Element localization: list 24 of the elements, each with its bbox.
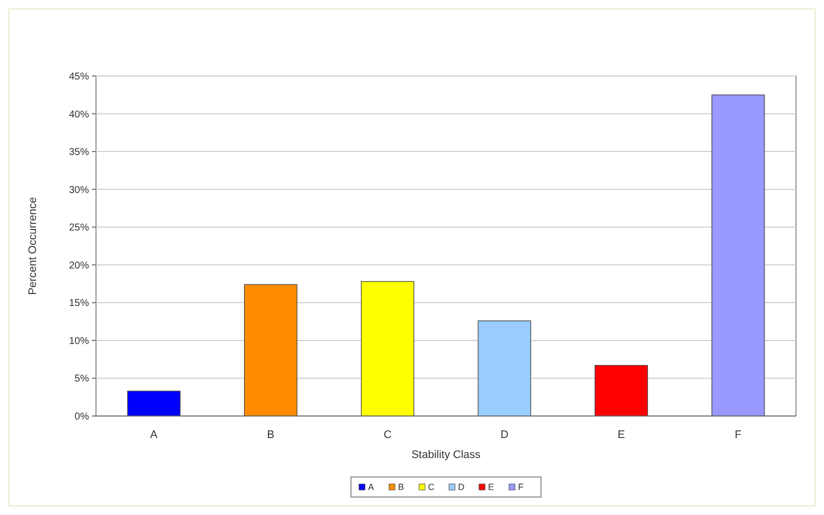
- y-tick-label: 0%: [74, 412, 90, 422]
- legend-label: E: [488, 482, 494, 492]
- legend-label: F: [518, 482, 524, 492]
- y-tick-label: 20%: [68, 260, 90, 272]
- x-tick-label: A: [150, 429, 158, 441]
- legend-label: A: [368, 482, 374, 492]
- y-tick-label: 5%: [74, 374, 90, 385]
- x-tick-label: B: [267, 429, 274, 441]
- x-tick-label: D: [500, 429, 508, 441]
- y-tick-label: 45%: [68, 72, 90, 82]
- y-tick-label: 40%: [68, 109, 90, 120]
- legend-label: D: [458, 482, 465, 492]
- y-tick-label: 25%: [68, 222, 90, 234]
- x-tick-label: E: [618, 429, 625, 441]
- legend-label: B: [398, 482, 404, 492]
- y-tick-label: 30%: [68, 184, 90, 196]
- x-tick-label: F: [734, 429, 742, 441]
- y-tick-label: 35%: [68, 147, 90, 158]
- y-axis-title: Percent Occurrence: [27, 197, 39, 295]
- x-axis-title: Stability Class: [411, 449, 482, 461]
- x-tick-label: C: [384, 429, 392, 441]
- y-tick-label: 15%: [68, 298, 90, 310]
- legend-label: C: [428, 482, 435, 492]
- y-tick-label: 10%: [68, 336, 90, 347]
